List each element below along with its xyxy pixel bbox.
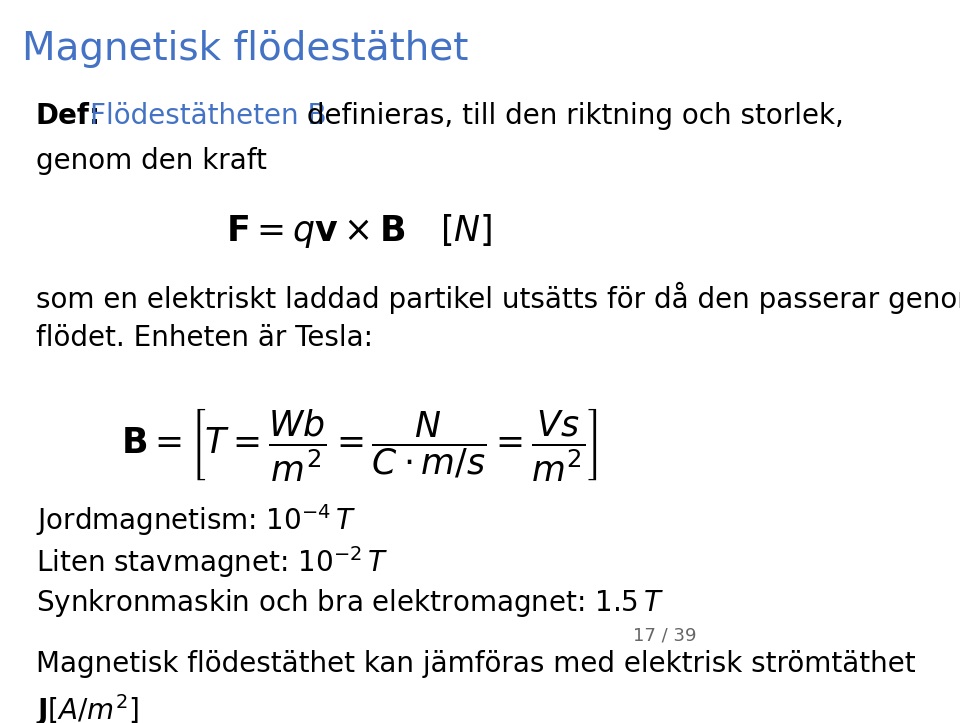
Text: Flödestätheten B: Flödestätheten B [90,102,326,130]
Text: Jordmagnetism: $10^{-4}\,T$: Jordmagnetism: $10^{-4}\,T$ [36,502,356,538]
Text: $\mathbf{J}[A/m^2]$: $\mathbf{J}[A/m^2]$ [36,693,139,723]
Text: $\mathbf{B} = \left[T = \dfrac{Wb}{m^2} = \dfrac{N}{C \cdot m/s} = \dfrac{Vs}{m^: $\mathbf{B} = \left[T = \dfrac{Wb}{m^2} … [121,406,598,484]
Text: Magnetisk flödestäthet: Magnetisk flödestäthet [21,30,468,67]
Text: flödet. Enheten är Tesla:: flödet. Enheten är Tesla: [36,324,372,352]
Text: Magnetisk flödestäthet kan jämföras med elektrisk strömtäthet: Magnetisk flödestäthet kan jämföras med … [36,650,916,677]
Text: Synkronmaskin och bra elektromagnet: $1.5\,T$: Synkronmaskin och bra elektromagnet: $1.… [36,587,663,619]
Text: genom den kraft: genom den kraft [36,147,267,175]
Text: 17 / 39: 17 / 39 [634,626,697,644]
Text: $\mathbf{F} = q\mathbf{v} \times \mathbf{B} \quad [N]$: $\mathbf{F} = q\mathbf{v} \times \mathbf… [226,213,492,250]
Text: som en elektriskt laddad partikel utsätts för då den passerar genom: som en elektriskt laddad partikel utsätt… [36,281,960,314]
Text: Liten stavmagnet: $10^{-2}\,T$: Liten stavmagnet: $10^{-2}\,T$ [36,544,388,581]
Text: Def:: Def: [36,102,101,130]
Text: definieras, till den riktning och storlek,: definieras, till den riktning och storle… [299,102,844,130]
